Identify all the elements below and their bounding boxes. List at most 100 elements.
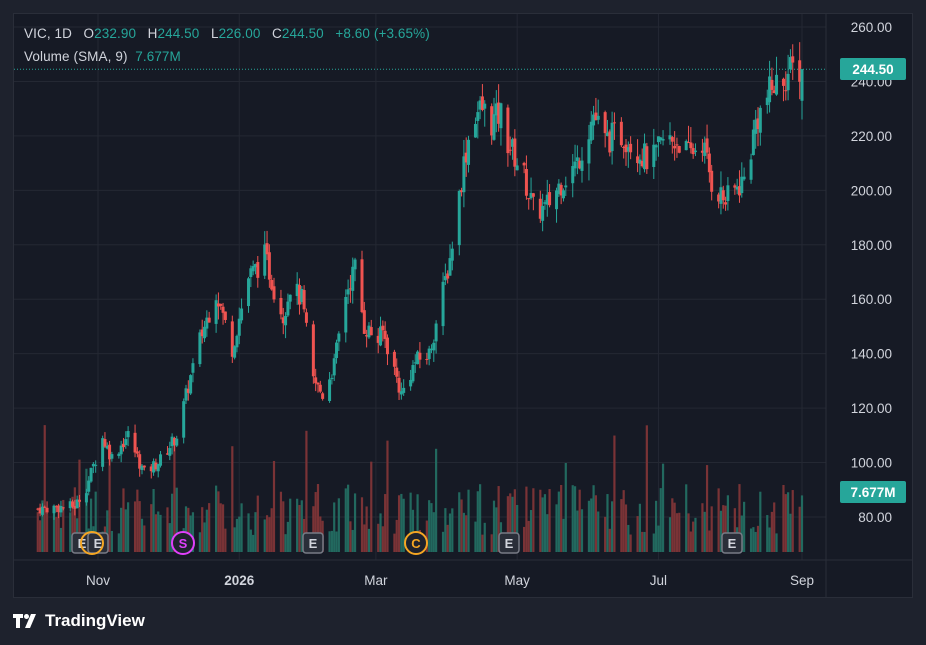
event-marker-earnings[interactable]: E <box>302 532 324 554</box>
event-marker-corporate[interactable]: C <box>404 531 428 555</box>
candle-body <box>758 107 762 133</box>
candle-body <box>247 278 251 307</box>
candle-body <box>524 168 528 196</box>
candle-body <box>89 467 93 482</box>
candle-body <box>84 493 88 503</box>
candle-body <box>464 152 468 163</box>
volume-bar <box>756 525 760 552</box>
volume-bar <box>52 512 56 552</box>
candle-body <box>511 139 515 147</box>
volume-bar <box>284 534 287 552</box>
volume-bar <box>270 508 273 552</box>
candle-body <box>105 445 109 449</box>
volume-bar <box>411 509 415 552</box>
volume-bar <box>671 498 674 552</box>
candle-body <box>159 454 163 466</box>
candle-body <box>589 121 593 141</box>
volume-legend[interactable]: Volume (SMA, 9) 7.677M <box>24 49 181 64</box>
volume-bar <box>175 487 178 552</box>
candle-body <box>538 198 542 219</box>
volume-bar <box>435 448 438 552</box>
volume-bar <box>108 455 111 552</box>
candle-body <box>300 289 304 303</box>
volume-bar <box>479 484 482 552</box>
volume-bar <box>351 529 354 552</box>
volume-bar <box>604 516 607 552</box>
candle-body <box>270 279 274 290</box>
volume-bar <box>576 510 579 552</box>
volume-bar <box>268 517 271 552</box>
event-marker-shape <box>498 532 520 554</box>
volume-bar <box>460 499 463 552</box>
candle-body <box>603 112 607 134</box>
event-marker-earnings[interactable]: E <box>721 532 743 554</box>
candle-body <box>684 141 688 151</box>
volume-bar <box>122 488 125 552</box>
volume-bar <box>573 486 577 552</box>
legend-interval[interactable]: 1D <box>54 26 72 41</box>
chart-frame[interactable]: 260.00 240.00 220.00 200.00 180.00 160.00 140.… <box>13 13 913 598</box>
candle-body <box>594 112 598 121</box>
candle-body <box>272 286 276 300</box>
volume-bar <box>215 485 218 552</box>
candle-body <box>740 176 744 194</box>
candle-body <box>154 462 158 470</box>
candle-body <box>416 351 420 365</box>
price-axis-tick: 140.00 <box>851 347 892 362</box>
candle-body <box>152 461 156 473</box>
candle-body <box>138 454 142 469</box>
price-chart[interactable]: 260.00240.00220.00200.00180.00160.00140.… <box>14 14 913 598</box>
volume-bar <box>511 496 514 552</box>
volume-bar <box>224 528 227 552</box>
volume-bar <box>752 527 755 552</box>
event-marker-earnings[interactable]: E <box>498 532 520 554</box>
volume-bar <box>606 494 609 552</box>
candle-body <box>140 465 144 470</box>
volume-bar <box>525 486 528 552</box>
candle-body <box>267 252 271 280</box>
candle-body <box>117 453 121 456</box>
volume-bar <box>150 504 153 552</box>
tradingview-logo[interactable]: TradingView <box>13 611 145 631</box>
event-marker-label: E <box>728 536 737 551</box>
volume-bar <box>594 495 597 552</box>
candle-body <box>733 185 737 188</box>
volume-bar <box>254 512 257 552</box>
candle-body <box>476 112 480 121</box>
volume-bar <box>611 501 614 552</box>
candle-body <box>52 505 56 514</box>
legend-close-label: C <box>272 26 282 41</box>
volume-bar <box>198 532 201 552</box>
event-marker-earnings[interactable]: E <box>87 532 109 554</box>
candle-body <box>119 445 123 455</box>
candle-body <box>596 115 600 120</box>
volume-bar <box>89 498 93 552</box>
volume-bar <box>770 511 773 552</box>
candle-body <box>110 454 114 459</box>
candle-body <box>360 259 364 313</box>
candle-body <box>643 143 647 170</box>
volume-bar <box>201 507 204 552</box>
candle-body <box>121 443 125 448</box>
tradingview-logo-text: TradingView <box>45 611 145 630</box>
volume-bar <box>57 510 60 552</box>
volume-bar <box>330 530 333 552</box>
legend-open: 232.90 <box>94 26 137 41</box>
candle-body <box>531 193 535 197</box>
candle-body <box>126 431 130 438</box>
event-marker-split[interactable]: S <box>171 531 195 555</box>
candle-body <box>297 285 301 305</box>
volume-bar <box>587 500 591 552</box>
price-axis-tick: 100.00 <box>851 456 892 471</box>
volume-bar <box>384 494 387 552</box>
legend-symbol[interactable]: VIC <box>24 26 47 41</box>
volume-bar <box>45 513 49 552</box>
candle-body <box>564 185 568 188</box>
candle-body <box>413 362 417 364</box>
volume-bar <box>446 524 449 552</box>
candle-body <box>668 135 672 140</box>
candle-body <box>478 100 482 110</box>
candle-body <box>497 102 501 124</box>
volume-bar <box>316 484 320 552</box>
candle-body <box>786 73 790 91</box>
